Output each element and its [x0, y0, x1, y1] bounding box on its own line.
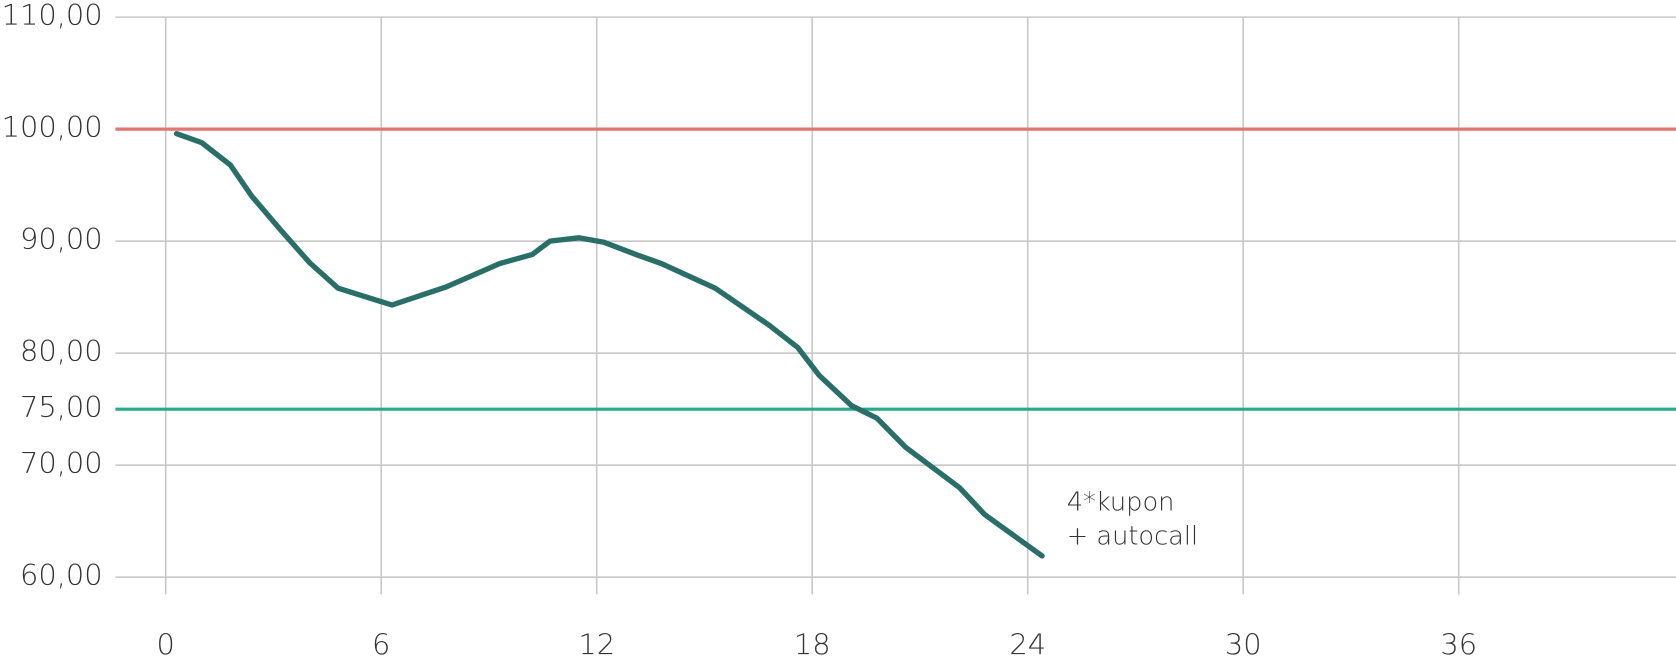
y-tick-label: 100,00 — [2, 110, 103, 144]
x-tick-label: 24 — [1009, 628, 1046, 659]
y-tick-label: 60,00 — [20, 558, 103, 592]
y-tick-label: 110,00 — [2, 0, 103, 32]
x-tick-label: 12 — [578, 628, 615, 659]
y-tick-label: 70,00 — [20, 446, 103, 480]
annotation: 4*kupon — [1067, 487, 1175, 517]
y-tick-label: 90,00 — [20, 222, 103, 256]
x-tick-label: 30 — [1225, 628, 1262, 659]
x-tick-label: 0 — [157, 628, 175, 659]
y-tick-label: 80,00 — [20, 334, 103, 368]
x-tick-label: 6 — [372, 628, 390, 659]
annotation: + autocall — [1067, 522, 1198, 552]
x-tick-label: 36 — [1440, 628, 1477, 659]
x-tick-label: 18 — [794, 628, 831, 659]
data-line — [173, 130, 1045, 559]
y-tick-label: 75,00 — [20, 390, 103, 424]
